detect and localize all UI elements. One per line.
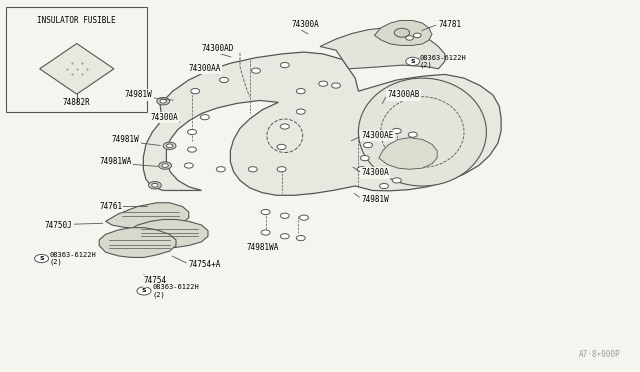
Circle shape — [277, 144, 286, 150]
Circle shape — [280, 62, 289, 68]
Text: INSULATOR FUSIBLE: INSULATOR FUSIBLE — [38, 16, 116, 25]
Circle shape — [376, 133, 385, 138]
Circle shape — [319, 81, 328, 86]
Text: 74882R: 74882R — [63, 98, 91, 107]
Circle shape — [364, 142, 372, 148]
Circle shape — [392, 128, 401, 134]
Circle shape — [360, 155, 369, 161]
Text: 74750J: 74750J — [45, 221, 72, 230]
Circle shape — [280, 234, 289, 239]
Circle shape — [277, 167, 286, 172]
Circle shape — [380, 183, 388, 189]
Text: 74300AB: 74300AB — [387, 90, 420, 99]
Text: 74981W: 74981W — [125, 90, 152, 99]
Text: 74300AE: 74300AE — [362, 131, 394, 140]
Ellipse shape — [358, 78, 486, 186]
Circle shape — [137, 287, 151, 295]
Circle shape — [148, 182, 161, 189]
Text: 08363-6122H
(2): 08363-6122H (2) — [419, 55, 466, 68]
Text: 08363-6122H
(2): 08363-6122H (2) — [152, 284, 199, 298]
Circle shape — [162, 164, 168, 167]
Text: 74754+A: 74754+A — [189, 260, 221, 269]
Circle shape — [191, 89, 200, 94]
Polygon shape — [99, 228, 176, 257]
Polygon shape — [131, 219, 208, 248]
Text: S: S — [39, 256, 44, 261]
Circle shape — [261, 230, 270, 235]
Circle shape — [248, 167, 257, 172]
Circle shape — [188, 129, 196, 135]
Text: 74754: 74754 — [144, 276, 167, 285]
Circle shape — [392, 178, 401, 183]
Text: 74981W: 74981W — [112, 135, 140, 144]
Text: 74300A: 74300A — [362, 169, 389, 177]
Text: 74300A: 74300A — [150, 113, 178, 122]
Text: 74981W: 74981W — [362, 195, 389, 203]
Polygon shape — [374, 20, 432, 45]
Circle shape — [300, 215, 308, 220]
Polygon shape — [143, 52, 501, 195]
Circle shape — [184, 163, 193, 168]
Text: A7·8∗000P: A7·8∗000P — [579, 350, 621, 359]
Circle shape — [35, 254, 49, 263]
Circle shape — [280, 213, 289, 218]
Text: 74981WA: 74981WA — [246, 243, 279, 252]
Circle shape — [296, 109, 305, 114]
Circle shape — [406, 57, 420, 65]
Text: 74981WA: 74981WA — [99, 157, 132, 166]
Circle shape — [261, 209, 270, 215]
Circle shape — [216, 167, 225, 172]
Circle shape — [160, 99, 166, 103]
Text: 74300AA: 74300AA — [189, 64, 221, 73]
Circle shape — [220, 77, 228, 83]
Circle shape — [357, 167, 366, 172]
Circle shape — [166, 144, 173, 148]
Circle shape — [157, 97, 170, 105]
Text: 08363-6122H
(2): 08363-6122H (2) — [50, 252, 97, 265]
Polygon shape — [320, 28, 445, 69]
Text: 74781: 74781 — [438, 20, 461, 29]
Circle shape — [296, 89, 305, 94]
Text: 74300AD: 74300AD — [202, 44, 234, 53]
Circle shape — [406, 36, 413, 40]
Circle shape — [159, 162, 172, 169]
Circle shape — [408, 132, 417, 137]
Polygon shape — [40, 44, 114, 94]
Text: S: S — [141, 288, 147, 294]
Text: 74300A: 74300A — [291, 20, 319, 29]
Circle shape — [188, 147, 196, 152]
Circle shape — [163, 142, 176, 150]
Text: S: S — [410, 59, 415, 64]
Circle shape — [252, 68, 260, 73]
Polygon shape — [106, 203, 189, 229]
Circle shape — [394, 28, 410, 37]
Circle shape — [152, 183, 158, 187]
Circle shape — [296, 235, 305, 241]
Circle shape — [413, 33, 421, 38]
Polygon shape — [379, 138, 437, 169]
FancyBboxPatch shape — [6, 7, 147, 112]
Circle shape — [332, 83, 340, 88]
Circle shape — [280, 124, 289, 129]
Text: 74761: 74761 — [99, 202, 122, 211]
Circle shape — [200, 115, 209, 120]
